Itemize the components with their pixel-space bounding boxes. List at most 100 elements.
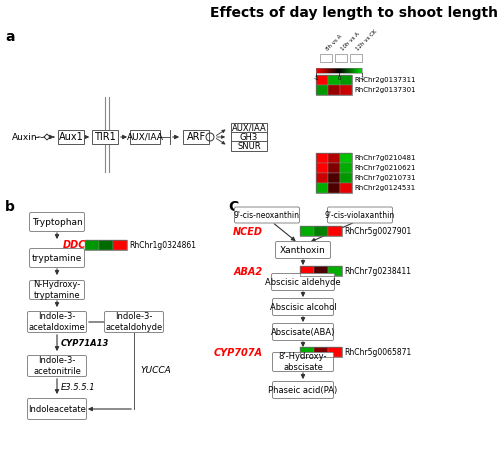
Bar bbox=[300, 266, 342, 276]
Text: RhChr7g0210621: RhChr7g0210621 bbox=[354, 165, 416, 171]
Bar bbox=[321, 68, 322, 73]
Text: ABA2: ABA2 bbox=[234, 267, 263, 277]
Text: RhChr1g0324861: RhChr1g0324861 bbox=[129, 241, 196, 250]
Text: CYP707A: CYP707A bbox=[214, 348, 263, 358]
FancyBboxPatch shape bbox=[231, 123, 267, 133]
Text: Effects of day length to shoot length: Effects of day length to shoot length bbox=[210, 6, 498, 20]
Bar bbox=[316, 75, 352, 95]
Bar bbox=[329, 68, 330, 73]
Bar bbox=[300, 226, 342, 236]
Bar bbox=[347, 68, 348, 73]
Bar bbox=[335, 54, 347, 62]
Text: DDC: DDC bbox=[63, 240, 86, 250]
Text: CYP71A13: CYP71A13 bbox=[61, 339, 110, 348]
Bar bbox=[334, 68, 335, 73]
Text: RhChr2g0124531: RhChr2g0124531 bbox=[354, 185, 415, 191]
Text: C: C bbox=[228, 200, 238, 214]
Text: RhChr2g0137301: RhChr2g0137301 bbox=[354, 87, 416, 93]
Bar bbox=[349, 68, 350, 73]
FancyBboxPatch shape bbox=[28, 311, 86, 333]
Text: 12h vs CK: 12h vs CK bbox=[355, 29, 378, 52]
Bar bbox=[85, 240, 99, 250]
FancyBboxPatch shape bbox=[276, 242, 330, 258]
Bar bbox=[328, 226, 342, 236]
Text: 0: 0 bbox=[337, 76, 341, 81]
FancyBboxPatch shape bbox=[92, 130, 118, 144]
FancyBboxPatch shape bbox=[183, 130, 209, 144]
Text: a: a bbox=[5, 30, 15, 44]
Bar bbox=[316, 183, 328, 193]
Bar bbox=[341, 68, 342, 73]
Bar bbox=[316, 173, 328, 183]
Bar bbox=[314, 266, 328, 276]
FancyBboxPatch shape bbox=[30, 280, 84, 300]
Bar bbox=[300, 266, 314, 276]
Bar bbox=[316, 68, 362, 73]
Bar bbox=[328, 85, 340, 95]
FancyBboxPatch shape bbox=[272, 273, 334, 290]
Bar bbox=[359, 68, 360, 73]
Bar bbox=[323, 68, 324, 73]
Text: E3.5.5.1: E3.5.5.1 bbox=[61, 383, 96, 392]
Text: 8h vs A: 8h vs A bbox=[325, 34, 343, 52]
Text: 8'-Hydroxy-
abscisate: 8'-Hydroxy- abscisate bbox=[279, 352, 327, 372]
Bar bbox=[360, 68, 361, 73]
Text: TIR1: TIR1 bbox=[94, 132, 116, 142]
Bar bbox=[300, 347, 342, 357]
Bar bbox=[85, 240, 127, 250]
FancyBboxPatch shape bbox=[28, 399, 86, 419]
FancyBboxPatch shape bbox=[130, 130, 160, 144]
Bar bbox=[340, 153, 352, 163]
Bar bbox=[316, 153, 328, 163]
Bar bbox=[353, 68, 354, 73]
Text: YUCCA: YUCCA bbox=[140, 365, 171, 375]
Bar bbox=[337, 68, 338, 73]
Bar bbox=[328, 347, 342, 357]
Bar bbox=[316, 163, 328, 173]
Text: Indole-3-
acetaldohyde: Indole-3- acetaldohyde bbox=[106, 312, 162, 332]
Bar bbox=[340, 75, 352, 85]
FancyBboxPatch shape bbox=[272, 324, 334, 340]
FancyBboxPatch shape bbox=[28, 356, 86, 377]
Text: tryptamine: tryptamine bbox=[32, 254, 82, 263]
Bar bbox=[316, 153, 352, 193]
Bar bbox=[316, 68, 317, 73]
Bar bbox=[316, 85, 328, 95]
Bar bbox=[335, 68, 336, 73]
Bar bbox=[356, 68, 357, 73]
Text: RhChr2g0137311: RhChr2g0137311 bbox=[354, 77, 416, 83]
Bar bbox=[325, 68, 326, 73]
Bar bbox=[314, 226, 328, 236]
FancyBboxPatch shape bbox=[58, 130, 84, 144]
Bar bbox=[328, 173, 340, 183]
Bar bbox=[324, 68, 325, 73]
Text: N-Hydroxy-
tryptamine: N-Hydroxy- tryptamine bbox=[34, 280, 80, 300]
FancyBboxPatch shape bbox=[30, 249, 84, 267]
Bar bbox=[314, 347, 328, 357]
Text: SNUR: SNUR bbox=[237, 142, 261, 151]
Bar bbox=[350, 68, 351, 73]
Bar bbox=[340, 68, 341, 73]
Bar bbox=[328, 75, 340, 85]
Text: GH3: GH3 bbox=[240, 133, 258, 142]
Text: Abscisic aldehyde: Abscisic aldehyde bbox=[265, 278, 341, 287]
Bar bbox=[336, 68, 337, 73]
Text: Auxin: Auxin bbox=[12, 133, 38, 142]
Bar bbox=[354, 68, 355, 73]
Bar bbox=[317, 68, 318, 73]
Text: b: b bbox=[5, 200, 15, 214]
FancyBboxPatch shape bbox=[328, 207, 392, 223]
Text: -1: -1 bbox=[313, 76, 319, 81]
Text: Xanthoxin: Xanthoxin bbox=[280, 245, 326, 255]
Bar bbox=[351, 68, 352, 73]
Text: Phaseic acid(PA): Phaseic acid(PA) bbox=[268, 386, 338, 394]
Bar bbox=[348, 68, 349, 73]
Text: AUX/IAA: AUX/IAA bbox=[232, 123, 266, 133]
Text: RhChr5g0065871: RhChr5g0065871 bbox=[344, 348, 411, 356]
Bar bbox=[333, 68, 334, 73]
Bar bbox=[342, 68, 343, 73]
Text: RhChr7g0210731: RhChr7g0210731 bbox=[354, 175, 416, 181]
Bar bbox=[300, 347, 314, 357]
Text: ARF: ARF bbox=[186, 132, 206, 142]
Text: Abscisate(ABA): Abscisate(ABA) bbox=[271, 327, 335, 336]
